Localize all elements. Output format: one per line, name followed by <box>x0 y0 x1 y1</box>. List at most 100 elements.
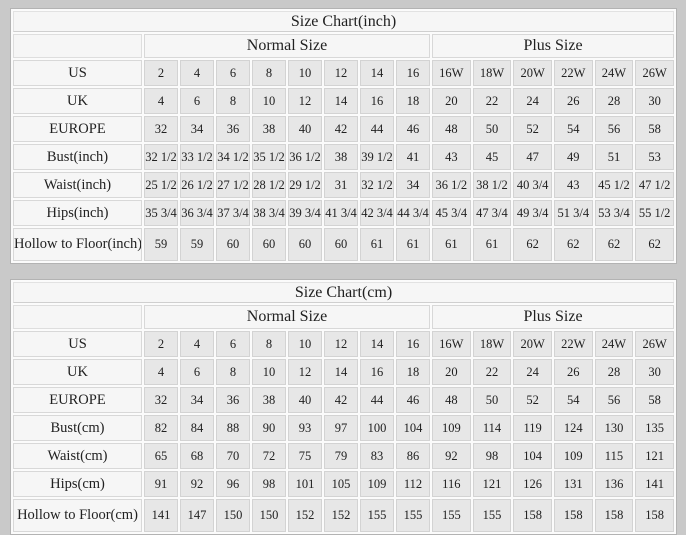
size-value-cell: 50 <box>472 116 512 142</box>
size-value-cell: 38 <box>252 116 286 142</box>
size-value-cell: 61 <box>360 228 394 261</box>
size-value-cell: 36 <box>216 116 250 142</box>
size-value-cell: 79 <box>324 443 358 469</box>
size-value-cell: 22W <box>553 60 593 86</box>
size-value-cell: 38 3/4 <box>252 200 286 226</box>
size-value-cell: 34 <box>180 387 214 413</box>
size-value-cell: 45 <box>472 144 512 170</box>
size-value-cell: 12 <box>288 88 322 114</box>
size-value-cell: 130 <box>594 415 634 441</box>
size-value-cell: 24W <box>594 60 634 86</box>
size-value-cell: 60 <box>216 228 250 261</box>
size-value-cell: 58 <box>635 387 674 413</box>
size-value-cell: 104 <box>513 443 552 469</box>
size-value-cell: 36 1/2 <box>288 144 322 170</box>
size-value-cell: 20 <box>432 359 471 385</box>
plus-size-header: Plus Size <box>432 305 674 329</box>
size-value-cell: 28 1/2 <box>252 172 286 198</box>
size-value-cell: 44 <box>360 387 394 413</box>
size-value-cell: 92 <box>180 471 214 497</box>
size-value-cell: 155 <box>396 499 430 532</box>
size-value-cell: 58 <box>635 116 674 142</box>
table-row: Hollow to Floor(inch) 59 59 60 60 60 60 61 61 61 6… <box>13 228 674 261</box>
size-value-cell: 96 <box>216 471 250 497</box>
size-value-cell: 24W <box>594 331 634 357</box>
size-chart-cm-table: Size Chart(cm) Normal Size Plus Size US 2 4 6 8… <box>10 279 677 535</box>
size-value-cell: 48 <box>432 116 471 142</box>
size-value-cell: 36 1/2 <box>432 172 471 198</box>
size-value-cell: 16 <box>396 331 430 357</box>
size-value-cell: 31 <box>324 172 358 198</box>
size-value-cell: 49 <box>553 144 593 170</box>
size-chart-inch-table: Size Chart(inch) Normal Size Plus Size US 2 4… <box>10 8 677 264</box>
row-label: UK <box>13 359 142 385</box>
size-value-cell: 2 <box>144 331 178 357</box>
column-group-row: Normal Size Plus Size <box>13 305 674 329</box>
size-value-cell: 86 <box>396 443 430 469</box>
table-title: Size Chart(inch) <box>13 11 674 32</box>
size-value-cell: 14 <box>360 331 394 357</box>
size-value-cell: 72 <box>252 443 286 469</box>
size-value-cell: 158 <box>513 499 552 532</box>
size-value-cell: 26 <box>553 88 593 114</box>
size-value-cell: 60 <box>288 228 322 261</box>
size-value-cell: 22 <box>472 359 512 385</box>
size-value-cell: 34 1/2 <box>216 144 250 170</box>
size-value-cell: 101 <box>288 471 322 497</box>
size-value-cell: 24 <box>513 359 552 385</box>
size-value-cell: 109 <box>432 415 471 441</box>
size-value-cell: 18 <box>396 359 430 385</box>
size-value-cell: 121 <box>472 471 512 497</box>
size-value-cell: 82 <box>144 415 178 441</box>
row-label: US <box>13 60 142 86</box>
size-value-cell: 56 <box>594 387 634 413</box>
size-value-cell: 38 <box>324 144 358 170</box>
size-value-cell: 150 <box>216 499 250 532</box>
plus-size-header: Plus Size <box>432 34 674 58</box>
size-value-cell: 46 <box>396 387 430 413</box>
size-value-cell: 47 1/2 <box>635 172 674 198</box>
size-value-cell: 60 <box>324 228 358 261</box>
size-value-cell: 53 <box>635 144 674 170</box>
size-value-cell: 14 <box>324 88 358 114</box>
size-value-cell: 4 <box>144 88 178 114</box>
size-value-cell: 51 3/4 <box>553 200 593 226</box>
size-value-cell: 97 <box>324 415 358 441</box>
size-value-cell: 105 <box>324 471 358 497</box>
size-value-cell: 155 <box>472 499 512 532</box>
table-row: Hollow to Floor(cm) 141 147 150 150 152 152 155… <box>13 499 674 532</box>
size-value-cell: 27 1/2 <box>216 172 250 198</box>
size-value-cell: 48 <box>432 387 471 413</box>
size-value-cell: 24 <box>513 88 552 114</box>
size-value-cell: 59 <box>144 228 178 261</box>
table-row: Hips(cm) 91 92 96 98 101 105 109 112 116 121 126 131… <box>13 471 674 497</box>
table-row: US 2 4 6 8 10 12 14 16 16W 18W 20W 22W 24W 26W <box>13 331 674 357</box>
row-label: Waist(cm) <box>13 443 142 469</box>
size-value-cell: 29 1/2 <box>288 172 322 198</box>
size-value-cell: 16 <box>360 88 394 114</box>
size-value-cell: 119 <box>513 415 552 441</box>
size-value-cell: 10 <box>288 60 322 86</box>
size-value-cell: 20W <box>513 60 552 86</box>
size-value-cell: 8 <box>216 88 250 114</box>
size-value-cell: 152 <box>324 499 358 532</box>
size-value-cell: 112 <box>396 471 430 497</box>
size-value-cell: 26 <box>553 359 593 385</box>
size-value-cell: 40 <box>288 387 322 413</box>
row-label: US <box>13 331 142 357</box>
size-value-cell: 28 <box>594 359 634 385</box>
size-value-cell: 12 <box>324 60 358 86</box>
size-value-cell: 136 <box>594 471 634 497</box>
size-value-cell: 4 <box>144 359 178 385</box>
size-value-cell: 70 <box>216 443 250 469</box>
size-value-cell: 4 <box>180 331 214 357</box>
size-value-cell: 61 <box>472 228 512 261</box>
size-value-cell: 6 <box>216 331 250 357</box>
row-label: Hollow to Floor(inch) <box>13 228 142 261</box>
size-value-cell: 12 <box>288 359 322 385</box>
size-value-cell: 98 <box>252 471 286 497</box>
size-value-cell: 34 <box>180 116 214 142</box>
size-value-cell: 6 <box>180 88 214 114</box>
size-value-cell: 93 <box>288 415 322 441</box>
